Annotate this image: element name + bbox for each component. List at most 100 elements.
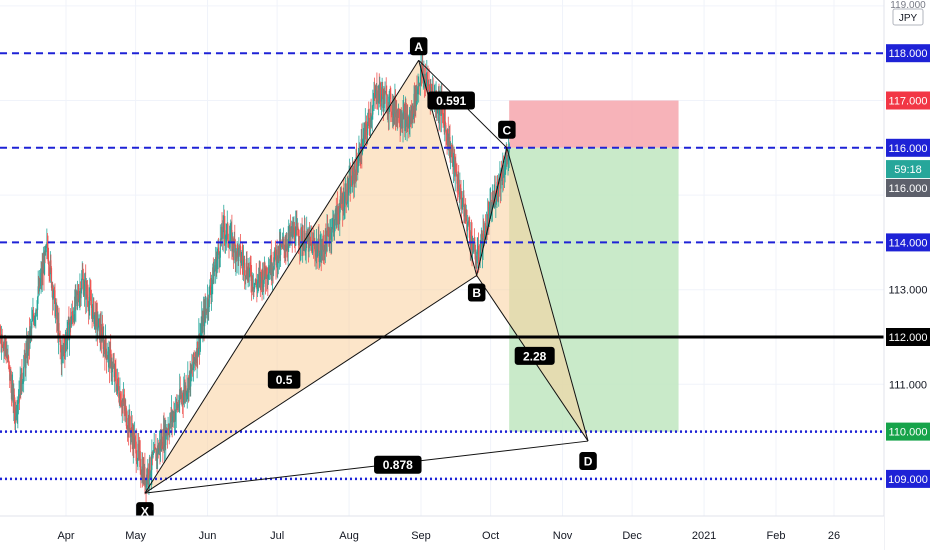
candle-body [188,378,190,393]
candle-body [86,284,88,295]
candle-body [390,93,392,112]
candle-body [398,108,400,122]
candle-body [373,92,375,101]
candle-body [468,220,470,231]
time-tick-label: Oct [482,530,499,542]
price-badge-116.000-badge [886,179,930,198]
pattern-leg-cd[interactable] [506,147,589,442]
candle-body [241,256,243,261]
price-axis[interactable] [884,0,932,550]
candle-body [368,114,370,118]
level-badge-109.000-badge [886,469,930,488]
candle-body [239,246,242,263]
candle-body [466,223,469,232]
currency-badge[interactable] [892,8,924,26]
candle-body [348,177,350,190]
candle-body [205,308,207,313]
ratio-label-2-28: 2.28 [523,349,547,363]
candle-body [461,204,463,208]
candle-body [273,257,275,270]
candle-body [277,261,279,268]
price-badge-59:18: 59:18 [894,164,922,176]
candle-body [213,270,216,272]
candle-body [314,244,316,252]
candle-body [83,290,85,295]
candle-body [234,244,236,261]
candle-body [5,347,7,357]
candle-body [135,438,137,442]
candle-body [101,327,104,334]
ratio-label-0-5-box [267,370,301,389]
candle-body [146,474,148,488]
candle-body [367,124,369,135]
candle-body [197,341,199,357]
candle-body [13,394,15,411]
time-axis[interactable] [0,516,884,550]
candle-body [125,407,127,426]
candle-body [359,146,361,162]
pattern-leg-xa[interactable] [144,60,420,494]
candle-body [286,245,288,249]
candle-body [75,291,77,307]
candle-body [289,227,292,237]
candle-body [83,281,86,291]
candle-body [280,243,282,256]
candle-body [90,305,93,308]
candle-body [190,366,192,387]
candle-body [35,310,37,318]
candle-body [310,241,312,243]
candle-body [455,161,457,173]
level-badge-116.000: 116.000 [889,143,928,155]
candle-body [110,349,112,355]
candle-body [1,334,3,347]
pattern-leg-xd[interactable] [144,440,589,494]
candle-body [78,294,80,303]
candle-body [16,413,18,417]
candle-body [506,154,508,159]
point-label-x: X [141,505,149,519]
candle-body [419,73,422,86]
pattern-leg-xb[interactable] [144,275,477,494]
candle-body [246,262,248,276]
candle-body [168,428,170,433]
candle-body [186,390,188,394]
pattern-leg-bc[interactable] [476,147,508,276]
time-tick-label: Feb [767,530,786,542]
candle-body [408,123,410,128]
price-tick-label: 111.000 [889,379,927,391]
candle-body [216,254,218,261]
candle-body [257,281,259,284]
candle-body [344,195,346,208]
point-label-b-box [467,283,486,302]
candle-body [473,238,475,243]
candle-body [54,308,57,317]
candle-body [410,111,412,124]
candle-body [124,407,126,411]
candle-body [311,240,314,254]
candle-body [25,350,27,369]
candle-body [444,121,446,132]
candle-body [368,117,370,126]
candle-body [427,79,429,86]
candle-body [5,340,7,348]
candle-body [431,87,433,93]
position-stop-zone [509,100,679,148]
candle-body [417,89,419,91]
candle-body [192,368,194,370]
candle-body [34,317,36,319]
candle-body [502,168,504,177]
candle-body [150,469,152,475]
candle-body [428,84,430,89]
candle-body [93,301,95,324]
candle-body [154,446,156,449]
candle-body [416,89,419,94]
candle-body [470,231,472,246]
level-badge-114.000: 114.000 [889,237,928,249]
candle-body [460,188,462,199]
candle-body [31,319,33,322]
candle-body [461,198,463,208]
candle-body [199,336,201,349]
pattern-fill-bcd [476,147,589,442]
candle-body [70,320,72,328]
